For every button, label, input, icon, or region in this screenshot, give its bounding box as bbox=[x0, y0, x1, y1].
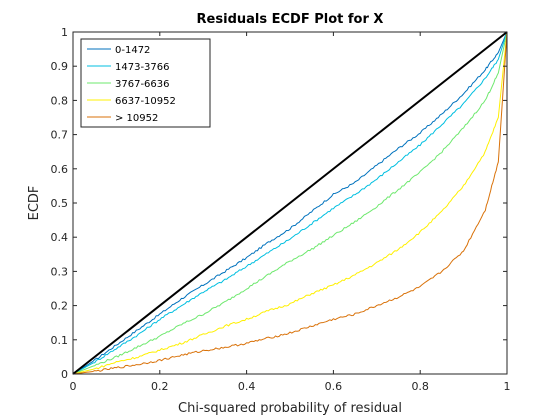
tick-layer: 0 0.2 0.4 0.6 0.8 1 0 0.1 0.2 0.3 0.4 0.5 0.6 0.7 0.8 0… bbox=[51, 26, 511, 393]
legend-entry-label: > 10952 bbox=[115, 113, 158, 124]
y-tick-label: 0.6 bbox=[51, 163, 69, 176]
x-tick-label: 1 bbox=[504, 380, 511, 393]
legend-entry-label: 6637-10952 bbox=[115, 96, 176, 107]
y-tick-label: 0.1 bbox=[51, 334, 69, 347]
reference-diagonal-line bbox=[72, 31, 508, 375]
series-layer bbox=[72, 31, 508, 375]
y-tick-label: 0.4 bbox=[51, 231, 69, 244]
y-tick-label: 0.3 bbox=[51, 265, 69, 278]
y-tick-label: 1 bbox=[61, 26, 68, 39]
legend-entry-label: 0-1472 bbox=[115, 45, 150, 56]
legend-entry-label: 1473-3766 bbox=[115, 62, 170, 73]
y-tick-label: 0.5 bbox=[51, 197, 69, 210]
y-tick-label: 0.9 bbox=[51, 60, 69, 73]
x-tick-label: 0.2 bbox=[151, 380, 169, 393]
x-tick-label: 0.4 bbox=[238, 380, 256, 393]
y-tick-label: 0 bbox=[61, 368, 68, 381]
series-line-3 bbox=[72, 31, 508, 375]
legend: 0-1472 1473-3766 3767-6636 6637-10952 > 1095… bbox=[80, 38, 211, 128]
x-axis-label: Chi-squared probability of residual bbox=[178, 401, 402, 416]
y-axis-label: ECDF bbox=[27, 186, 42, 221]
y-tick-label: 0.2 bbox=[51, 300, 69, 313]
y-tick-label: 0.7 bbox=[51, 129, 69, 142]
x-tick-label: 0 bbox=[70, 380, 77, 393]
series-line-5 bbox=[72, 31, 508, 375]
legend-entry-label: 3767-6636 bbox=[115, 79, 170, 90]
x-tick-label: 0.8 bbox=[411, 380, 429, 393]
chart-title: Residuals ECDF Plot for X bbox=[197, 12, 384, 27]
y-tick-label: 0.8 bbox=[51, 94, 69, 107]
series-line-4 bbox=[72, 31, 508, 375]
series-line-2 bbox=[72, 31, 508, 375]
series-line-1 bbox=[72, 31, 508, 375]
x-tick-label: 0.6 bbox=[325, 380, 343, 393]
